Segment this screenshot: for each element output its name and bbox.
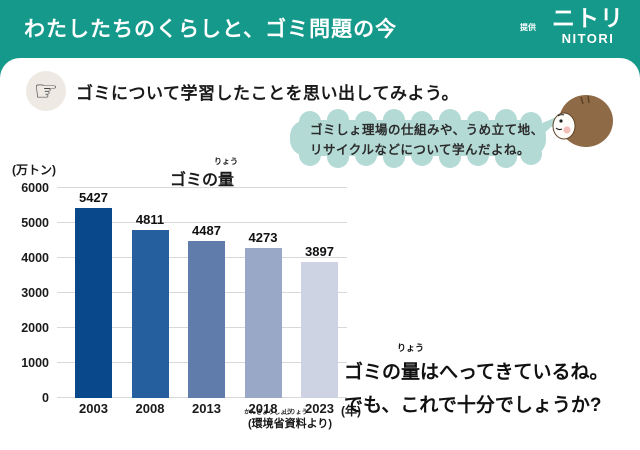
chart-title-ruby: りょう量 — [214, 157, 238, 190]
gridline — [57, 187, 347, 188]
y-axis-tick-label: 5000 — [21, 216, 49, 230]
speech-bubble: ゴミしょ理場の仕組みや、うめ立て地、 リサイクルなどについて学んだよね。 — [288, 108, 570, 170]
chart-title-base: 量 — [218, 172, 235, 189]
y-axis-tick-label: 4000 — [21, 251, 49, 265]
speech-bubble-cloud — [290, 109, 568, 168]
y-axis-tick-label: 6000 — [21, 181, 49, 195]
gridline — [57, 222, 347, 223]
chart-source: ( かんきょうしょう環境省 しりょう資料より) — [160, 409, 420, 431]
chart-title: ゴミの りょう量 — [57, 156, 347, 190]
provided-by-label: 提供 — [520, 23, 536, 32]
bar-2008 — [131, 229, 169, 398]
bar-value-label: 4487 — [192, 222, 221, 238]
x-axis-tick-label: 2003 — [79, 401, 108, 416]
y-axis-tick-label: 2000 — [21, 321, 49, 335]
y-axis-tick-label: 1000 — [21, 356, 49, 370]
y-axis-tick-label: 0 — [42, 391, 49, 405]
speech-bubble-text: ゴミしょ理場の仕組みや、うめ立て地、 リサイクルなどについて学んだよね。 — [310, 120, 544, 160]
bar-2013 — [188, 240, 225, 398]
source-base-2: 資料 — [284, 418, 307, 430]
comment-line1-base: 量 — [401, 362, 421, 383]
nitori-logo-kana: ニトリ — [552, 5, 624, 31]
page-title: わたしたちのくらしと、ゴミ問題の今 — [24, 18, 398, 41]
nitori-logo-latin: NITORI — [561, 31, 615, 47]
nitori-logo: ニトリ NITORI — [552, 5, 624, 47]
plot-area: 0 1000 2000 3000 4000 5000 6000 5427 4811 4487 427… — [21, 181, 347, 405]
source-furigana-1: かんきょうしょう — [244, 409, 293, 416]
bar-value-label: 5427 — [79, 190, 108, 206]
bar-value-label: 3897 — [305, 243, 334, 259]
bar-2003 — [75, 208, 112, 398]
y-axis-tick-label: 3000 — [21, 286, 49, 300]
bar-value-label: 4273 — [248, 230, 278, 246]
y-axis-unit-label: (万トン) — [12, 163, 56, 177]
x-axis-year-suffix: (年) — [341, 404, 361, 418]
comment-line1-furigana: りょう — [397, 343, 425, 353]
bar-value-label: 4811 — [135, 211, 165, 227]
speech-bubble-line2: リサイクルなどについて学んだよね。 — [310, 143, 531, 157]
x-axis: (年) 2003 2008 2013 2018 2023 — [57, 401, 361, 419]
chart-title-furigana: りょう — [214, 156, 238, 166]
source-prefix: ( — [247, 418, 252, 430]
x-axis-tick-label: 2008 — [135, 401, 165, 416]
prompt-heading: ゴミについて学習したことを思い出してみよう。 — [76, 84, 459, 103]
source-furigana-2: しりょう — [283, 409, 308, 416]
source-base-1: 環境省 — [251, 418, 285, 430]
comment-line1-suffix: はへってきているね。 — [420, 362, 609, 383]
comment-line1-prefix: ゴミの — [344, 362, 402, 383]
chart-title-prefix: ゴミの — [169, 172, 218, 189]
comment-line1: ゴミの りょう 量はへってきているね。 — [344, 343, 609, 385]
comment-line2: でも、これで十分でしょうか? — [344, 395, 602, 416]
bar-2018 — [244, 248, 282, 398]
girl-character-icon — [551, 93, 615, 153]
comment-line1-ruby: りょう量 — [397, 343, 424, 385]
hand-glyph: ☞ — [33, 75, 59, 106]
x-axis-tick-label: 2018 — [248, 401, 278, 416]
comment-block: ゴミの りょう 量はへってきているね。 でも、これで十分でしょうか? — [344, 343, 609, 418]
source-suffix: より) — [306, 418, 333, 430]
speech-bubble-line1: ゴミしょ理場の仕組みや、うめ立て地、 — [310, 123, 544, 137]
x-axis-tick-label: 2013 — [192, 401, 221, 416]
pointing-hand-icon: ☞ — [26, 71, 66, 111]
bar-2023 — [301, 261, 338, 398]
x-axis-tick-label: 2023 — [305, 401, 334, 416]
